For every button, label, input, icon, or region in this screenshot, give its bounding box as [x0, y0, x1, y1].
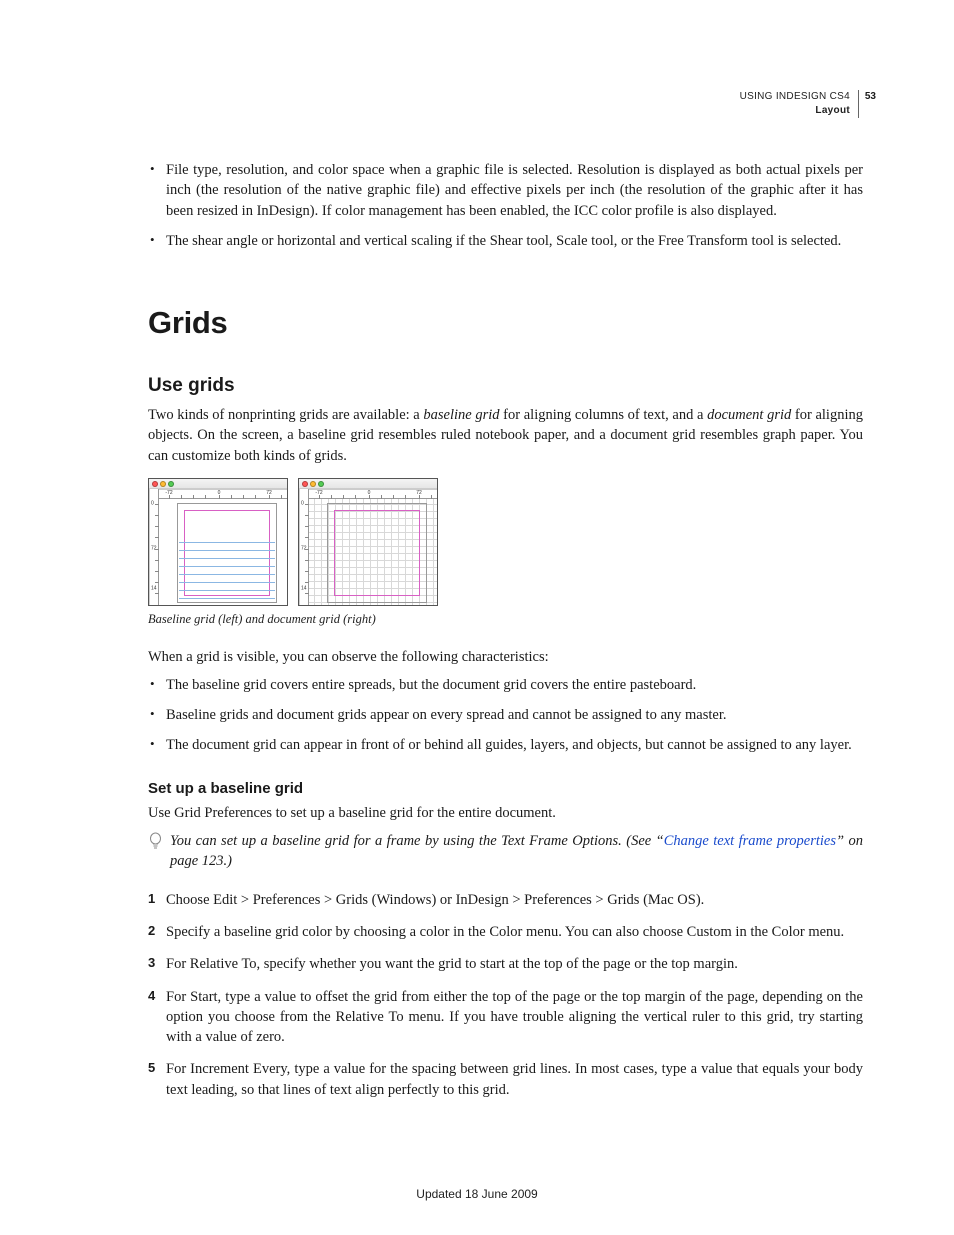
observe-bullet: The document grid can appear in front of… [148, 735, 863, 755]
page-content: File type, resolution, and color space w… [148, 160, 863, 1112]
steps-list: Choose Edit > Preferences > Grids (Windo… [148, 890, 863, 1100]
baseline-grid-panel: -72 0 72 0 72 14 [148, 478, 288, 606]
step-item: Choose Edit > Preferences > Grids (Windo… [148, 890, 863, 910]
cross-ref-link[interactable]: Change text frame properties [664, 833, 836, 849]
minimize-icon [160, 481, 166, 487]
window-titlebar [149, 479, 287, 489]
observe-bullet-list: The baseline grid covers entire spreads,… [148, 675, 863, 756]
vertical-ruler: 0 72 14 [299, 489, 309, 605]
window-titlebar [299, 479, 437, 489]
observe-intro: When a grid is visible, you can observe … [148, 647, 863, 667]
step-item: For Relative To, specify whether you wan… [148, 954, 863, 974]
step-item: Specify a baseline grid color by choosin… [148, 922, 863, 942]
header-book-title: USING INDESIGN CS4 [740, 90, 850, 104]
zoom-icon [168, 481, 174, 487]
grids-figure: -72 0 72 0 72 14 [148, 478, 863, 629]
step-item: For Start, type a value to offset the gr… [148, 987, 863, 1048]
tip-note: You can set up a baseline grid for a fra… [148, 831, 863, 872]
step-item: For Increment Every, type a value for th… [148, 1059, 863, 1100]
horizontal-ruler: -72 0 72 [309, 489, 437, 499]
intro-bullet: File type, resolution, and color space w… [148, 160, 863, 221]
running-header: USING INDESIGN CS4 Layout [740, 90, 859, 118]
lightbulb-icon [148, 832, 163, 856]
page-number: 53 [865, 90, 876, 104]
close-icon [302, 481, 308, 487]
vertical-ruler: 0 72 14 [149, 489, 159, 605]
zoom-icon [318, 481, 324, 487]
close-icon [152, 481, 158, 487]
observe-bullet: Baseline grids and document grids appear… [148, 705, 863, 725]
figure-caption: Baseline grid (left) and document grid (… [148, 611, 863, 629]
minimize-icon [310, 481, 316, 487]
document-grid-panel: -72 0 72 0 72 14 [298, 478, 438, 606]
observe-bullet: The baseline grid covers entire spreads,… [148, 675, 863, 695]
section-intro: Two kinds of nonprinting grids are avail… [148, 405, 863, 466]
intro-bullet-list: File type, resolution, and color space w… [148, 160, 863, 251]
chapter-title: Grids [148, 301, 863, 344]
subsection-intro: Use Grid Preferences to set up a baselin… [148, 803, 863, 823]
header-section-title: Layout [740, 104, 850, 118]
page-footer: Updated 18 June 2009 [0, 1186, 954, 1203]
intro-bullet: The shear angle or horizontal and vertic… [148, 231, 863, 251]
horizontal-ruler: -72 0 72 [159, 489, 287, 499]
section-heading: Use grids [148, 373, 863, 400]
subsection-heading: Set up a baseline grid [148, 778, 863, 799]
